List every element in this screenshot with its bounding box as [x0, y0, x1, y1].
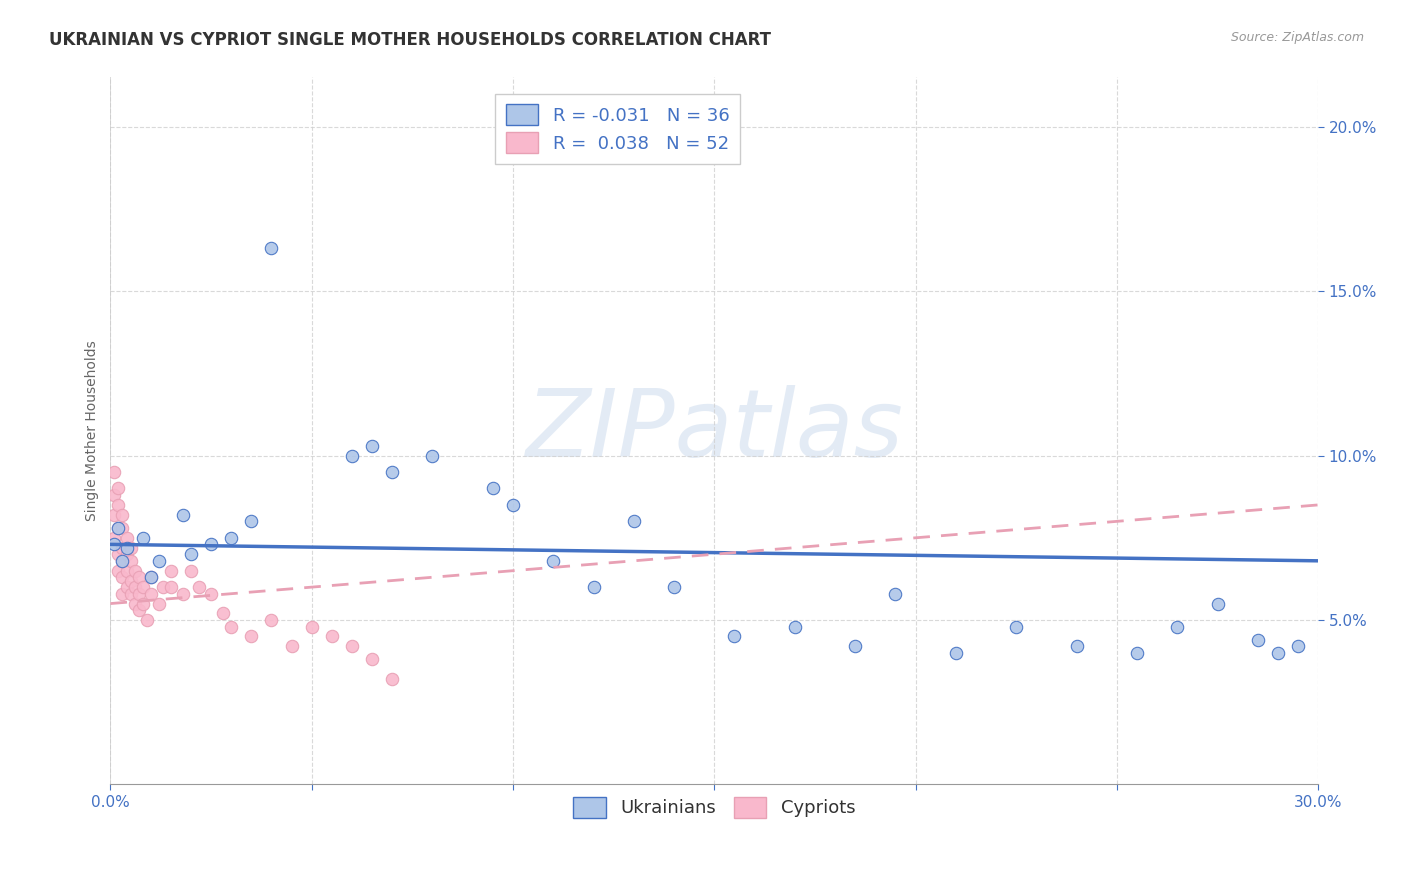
Point [582, 580, 605, 594]
Point [111, 587, 134, 601]
Point [1166, 619, 1188, 633]
Point [124, 564, 146, 578]
Point [200, 587, 222, 601]
Point [139, 570, 162, 584]
Point [128, 570, 150, 584]
Point [107, 521, 129, 535]
Point [219, 619, 242, 633]
Point [945, 646, 967, 660]
Point [148, 597, 170, 611]
Point [139, 587, 162, 601]
Point [381, 465, 404, 479]
Point [115, 547, 138, 561]
Point [623, 514, 645, 528]
Point [240, 514, 263, 528]
Point [148, 554, 170, 568]
Point [159, 564, 181, 578]
Point [172, 508, 194, 522]
Point [131, 531, 153, 545]
Point [280, 640, 302, 654]
Text: Source: ZipAtlas.com: Source: ZipAtlas.com [1230, 31, 1364, 45]
Point [120, 574, 142, 588]
Point [131, 580, 153, 594]
Point [381, 672, 404, 686]
Point [159, 580, 181, 594]
Point [180, 547, 202, 561]
Point [884, 587, 907, 601]
Y-axis label: Single Mother Households: Single Mother Households [86, 341, 100, 521]
Point [260, 613, 283, 627]
Point [107, 547, 129, 561]
Point [107, 482, 129, 496]
Point [111, 521, 134, 535]
Point [1267, 646, 1289, 660]
Point [541, 554, 564, 568]
Point [783, 619, 806, 633]
Point [111, 541, 134, 555]
Point [115, 531, 138, 545]
Point [502, 498, 524, 512]
Point [124, 597, 146, 611]
Point [844, 640, 866, 654]
Point [188, 580, 211, 594]
Point [111, 508, 134, 522]
Point [107, 564, 129, 578]
Point [1286, 640, 1309, 654]
Point [662, 580, 685, 594]
Point [340, 449, 363, 463]
Point [200, 537, 222, 551]
Point [128, 587, 150, 601]
Point [422, 449, 444, 463]
Point [1005, 619, 1028, 633]
Point [482, 482, 505, 496]
Point [103, 465, 125, 479]
Point [120, 554, 142, 568]
Point [103, 537, 125, 551]
Point [131, 597, 153, 611]
Point [1066, 640, 1088, 654]
Point [103, 531, 125, 545]
Point [260, 242, 283, 256]
Point [128, 603, 150, 617]
Point [107, 498, 129, 512]
Point [111, 570, 134, 584]
Point [120, 587, 142, 601]
Point [107, 521, 129, 535]
Point [240, 630, 263, 644]
Point [1247, 632, 1270, 647]
Text: UKRAINIAN VS CYPRIOT SINGLE MOTHER HOUSEHOLDS CORRELATION CHART: UKRAINIAN VS CYPRIOT SINGLE MOTHER HOUSE… [49, 31, 772, 49]
Point [212, 607, 235, 621]
Point [321, 630, 343, 644]
Point [115, 564, 138, 578]
Point [103, 488, 125, 502]
Point [139, 570, 162, 584]
Point [301, 619, 323, 633]
Point [124, 580, 146, 594]
Point [120, 541, 142, 555]
Point [152, 580, 174, 594]
Point [111, 554, 134, 568]
Legend: Ukrainians, Cypriots: Ukrainians, Cypriots [565, 789, 863, 825]
Point [115, 580, 138, 594]
Point [180, 564, 202, 578]
Point [111, 554, 134, 568]
Point [219, 531, 242, 545]
Point [361, 652, 384, 666]
Point [361, 439, 384, 453]
Point [723, 630, 745, 644]
Text: ZIPatlas: ZIPatlas [526, 385, 903, 476]
Point [103, 508, 125, 522]
Point [1206, 597, 1229, 611]
Point [340, 640, 363, 654]
Point [135, 613, 157, 627]
Point [172, 587, 194, 601]
Point [1126, 646, 1149, 660]
Point [115, 541, 138, 555]
